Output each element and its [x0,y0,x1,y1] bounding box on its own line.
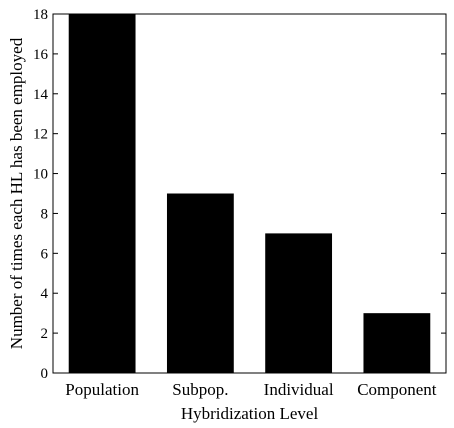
bar-component [363,313,431,373]
x-tick-label: Subpop. [172,380,228,399]
x-axis-label: Hybridization Level [181,404,319,423]
x-tick-label: Component [357,380,437,399]
y-tick-label: 12 [33,127,48,143]
y-tick-label: 14 [33,87,49,103]
y-axis-label: Number of times each HL has been employe… [7,37,26,349]
y-tick-label: 8 [41,206,49,222]
y-axis-ticks: 0 2 4 6 8 10 12 14 16 18 [33,7,446,382]
y-tick-label: 16 [33,47,49,63]
y-tick-label: 4 [41,286,49,302]
plot-frame [52,13,447,374]
y-tick-label: 10 [33,167,48,183]
x-tick-label: Individual [264,380,334,399]
y-tick-label: 6 [41,246,49,262]
x-axis-ticks: Population Subpop. Individual Component [65,380,437,399]
x-tick-label: Population [65,380,139,399]
bar-individual [265,233,333,373]
bars-group [68,14,431,373]
y-tick-label: 0 [41,366,49,382]
y-tick-label: 18 [33,7,48,23]
y-tick-label: 2 [41,326,49,342]
bar-population [68,14,136,373]
bar-subpop [166,193,234,373]
